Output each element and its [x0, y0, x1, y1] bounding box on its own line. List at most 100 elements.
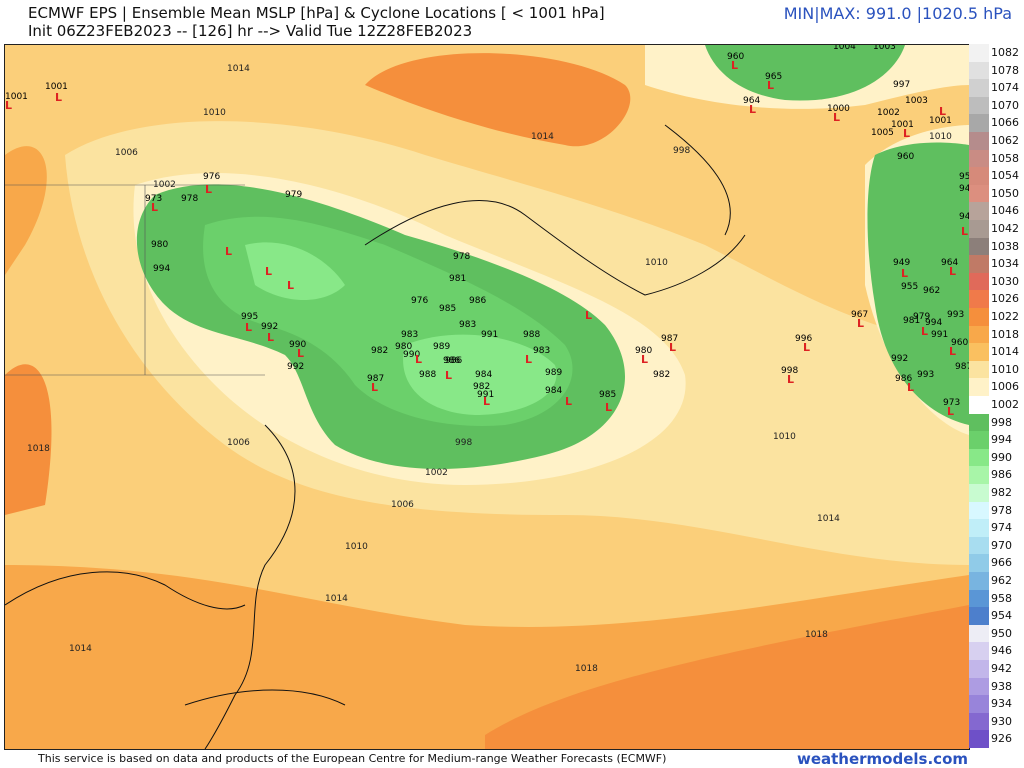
- scale-step: 1014: [969, 343, 1019, 361]
- cyclone-label: 995: [241, 312, 258, 322]
- cyclone-label: 991: [477, 390, 494, 400]
- isobar-label: 1018: [575, 664, 598, 674]
- scale-swatch: [969, 167, 989, 185]
- cyclone-label: 955: [901, 282, 918, 292]
- scale-label: 1054: [991, 169, 1019, 183]
- cyclone-label: 949: [959, 212, 969, 222]
- scale-swatch: [969, 290, 989, 308]
- scale-label: 1022: [991, 310, 1019, 323]
- isobar-label: 1010: [929, 132, 952, 142]
- cyclone-label: 992: [891, 354, 908, 364]
- scale-swatch: [969, 519, 989, 537]
- scale-step: 1070: [969, 96, 1019, 115]
- cyclone-label: 988: [419, 370, 436, 380]
- scale-step: 938: [969, 677, 1019, 696]
- cyclone-label: 978: [453, 252, 470, 262]
- scale-swatch: [969, 149, 989, 168]
- cyclone-label: 985: [439, 304, 456, 314]
- coastline-northeast: [364, 200, 746, 296]
- isobar-label: 998: [455, 438, 472, 448]
- cyclone-label: 978: [181, 194, 198, 204]
- cyclone-label: 994: [153, 264, 170, 274]
- cyclone-label: 983: [401, 330, 418, 340]
- scale-step: 990: [969, 448, 1019, 467]
- low-marker: L: [947, 405, 954, 418]
- scale-label: 950: [991, 626, 1012, 640]
- scale-step: 1022: [969, 308, 1019, 326]
- cyclone-label: 1003: [905, 96, 928, 106]
- cyclone-label: 1004: [833, 45, 856, 52]
- scale-step: 926: [969, 730, 1019, 748]
- cyclone-label: 990: [403, 350, 420, 360]
- cyclone-label: 989: [433, 342, 450, 352]
- coastline-east: [204, 424, 296, 749]
- scale-swatch: [969, 396, 989, 414]
- scale-swatch: [969, 325, 989, 344]
- cyclone-label: 1002: [877, 108, 900, 118]
- scale-label: 1050: [991, 186, 1019, 200]
- scale-step: 1050: [969, 184, 1019, 203]
- scale-step: 1038: [969, 237, 1019, 256]
- scale-swatch: [969, 96, 989, 115]
- field-north-1018: [365, 53, 631, 147]
- low-marker: L: [5, 99, 12, 112]
- scale-swatch: [969, 237, 989, 256]
- scale-step: 1046: [969, 202, 1019, 220]
- scale-swatch: [969, 132, 989, 150]
- cyclone-label: 1001: [45, 82, 68, 92]
- cyclone-label: 980: [395, 342, 412, 352]
- cyclone-label: 1001: [721, 45, 744, 48]
- cyclone-label: 965: [765, 72, 782, 82]
- cyclone-label: 992: [287, 362, 304, 372]
- scale-step: 1082: [969, 44, 1019, 62]
- low-marker: L: [483, 395, 490, 408]
- cyclone-label: 991: [931, 330, 948, 340]
- isobar-label: 1018: [27, 444, 50, 454]
- low-marker: L: [605, 401, 612, 414]
- cyclone-label: 993: [917, 370, 934, 380]
- cyclone-label: 1005: [871, 128, 894, 138]
- isobar-label: 1014: [227, 64, 250, 74]
- cyclone-label: 956: [959, 172, 969, 182]
- cyclone-label: 996: [795, 334, 812, 344]
- scale-swatch: [969, 589, 989, 608]
- scale-swatch: [969, 44, 989, 62]
- cyclone-label: 980: [635, 346, 652, 356]
- scale-label: 1026: [991, 292, 1019, 306]
- scale-swatch: [969, 730, 989, 748]
- scale-swatch: [969, 413, 989, 432]
- scale-swatch: [969, 554, 989, 572]
- scale-swatch: [969, 501, 989, 520]
- scale-swatch: [969, 184, 989, 203]
- scale-label: 1010: [991, 362, 1019, 376]
- low-marker: L: [297, 347, 304, 360]
- isobar-label: 1010: [345, 542, 368, 552]
- cyclone-label: 981: [449, 274, 466, 284]
- low-marker: L: [151, 201, 158, 214]
- low-marker: L: [205, 183, 212, 196]
- cyclone-label: 994: [925, 318, 942, 328]
- low-marker: L: [949, 265, 956, 278]
- cyclone-label: 967: [851, 310, 868, 320]
- cyclone-label: 976: [203, 172, 220, 182]
- scale-step: 1010: [969, 360, 1019, 379]
- scale-label: 994: [991, 433, 1012, 447]
- isobar-label: 1006: [391, 500, 414, 510]
- scale-step: 998: [969, 413, 1019, 432]
- scale-label: 1074: [991, 81, 1019, 95]
- cyclone-label: 981: [903, 316, 920, 326]
- pressure-map[interactable]: 1014 1010 1006 1002 998 1010 1014 1014 1…: [4, 44, 970, 750]
- scale-swatch: [969, 484, 989, 502]
- field-990-offshore: [403, 334, 557, 415]
- scale-swatch: [969, 431, 989, 449]
- scale-label: 954: [991, 609, 1012, 623]
- low-marker: L: [585, 309, 592, 322]
- cyclone-label: 993: [947, 310, 964, 320]
- site-link[interactable]: weathermodels.com: [796, 750, 968, 768]
- low-marker: L: [565, 395, 572, 408]
- scale-swatch: [969, 695, 989, 713]
- scale-swatch: [969, 308, 989, 326]
- scale-label: 1078: [991, 63, 1019, 77]
- scale-swatch: [969, 660, 989, 678]
- low-marker: L: [371, 381, 378, 394]
